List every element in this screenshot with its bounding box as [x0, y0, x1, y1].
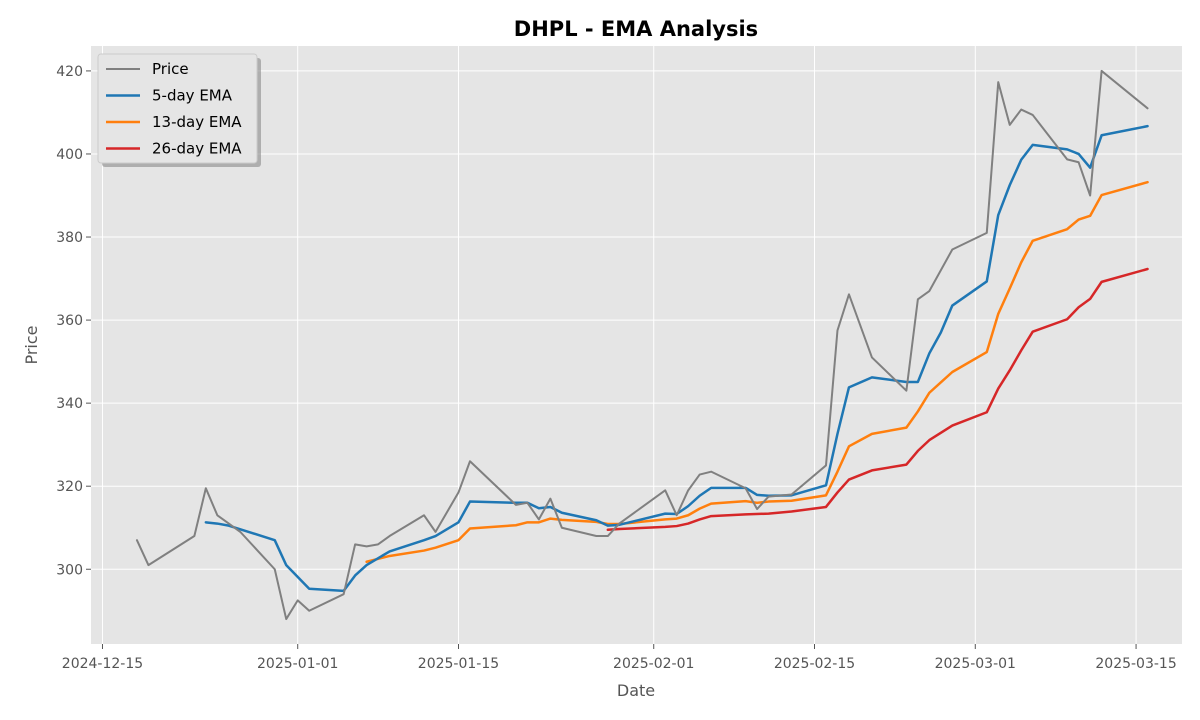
- y-axis-label: Price: [22, 325, 41, 364]
- series-line-price: [135, 69, 1149, 621]
- y-tick-label: 300: [56, 562, 83, 578]
- x-tick-label: 2024-12-15: [62, 656, 143, 672]
- x-tick-label: 2025-02-01: [613, 656, 694, 672]
- x-tick-label: 2025-02-15: [774, 656, 855, 672]
- x-axis-ticks: 2024-12-15 2025-01-01 2025-01-15 2025-02-01…: [62, 644, 1177, 672]
- grid: [91, 46, 1182, 644]
- y-axis-ticks: 300 320 340 360 380 400 420: [56, 64, 91, 578]
- legend-label-5-day-ema: 5-day EMA: [152, 87, 233, 105]
- legend-items: Price 5-day EMA 13-day EMA 26-day EMA: [106, 60, 242, 158]
- x-tick-label: 2025-01-15: [418, 656, 499, 672]
- y-tick-label: 400: [56, 147, 83, 163]
- series-line-13-day-ema: [365, 180, 1149, 564]
- legend-label-price: Price: [152, 60, 189, 78]
- legend-box: [97, 53, 258, 164]
- legend-label-13-day-ema: 13-day EMA: [152, 113, 242, 131]
- x-tick-label: 2025-03-15: [1095, 656, 1176, 672]
- series-line-26-day-ema: [606, 267, 1149, 532]
- legend-label-26-day-ema: 26-day EMA: [152, 140, 242, 158]
- x-axis-label: Date: [617, 681, 655, 700]
- y-tick-label: 340: [56, 396, 83, 412]
- y-tick-label: 380: [56, 230, 83, 246]
- y-tick-label: 320: [56, 479, 83, 495]
- series-line-5-day-ema: [204, 124, 1149, 593]
- plot-area: [91, 46, 1182, 644]
- y-tick-label: 420: [56, 64, 83, 80]
- series-lines: [135, 69, 1149, 621]
- y-tick-label: 360: [56, 313, 83, 329]
- legend: Price 5-day EMA 13-day EMA 26-day EMA: [97, 53, 261, 167]
- chart-title: DHPL - EMA Analysis: [514, 17, 758, 41]
- x-tick-label: 2025-01-01: [257, 656, 338, 672]
- x-tick-label: 2025-03-01: [935, 656, 1016, 672]
